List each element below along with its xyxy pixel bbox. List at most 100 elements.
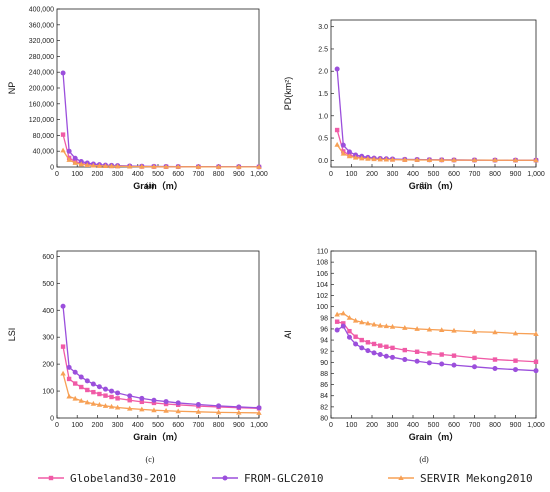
data-point [359, 345, 365, 351]
data-point [127, 398, 132, 403]
series-3 [334, 141, 539, 163]
x-tick-label: 1,000 [527, 171, 545, 178]
data-point [84, 162, 90, 168]
data-point [66, 157, 72, 162]
data-point [472, 355, 477, 361]
data-point [346, 315, 353, 320]
data-point [175, 408, 181, 414]
x-tick-label: 700 [469, 171, 481, 178]
data-point [390, 354, 395, 360]
x-tick-label: 400 [132, 171, 144, 178]
data-point [353, 334, 358, 339]
data-point [451, 353, 457, 358]
data-point [139, 399, 145, 405]
data-point [414, 326, 420, 331]
x-tick-label: 900 [233, 171, 245, 178]
legend-marker [222, 475, 228, 481]
data-point [352, 317, 359, 323]
y-tick-label: 300 [42, 335, 54, 342]
y-tick-label: 2.5 [318, 46, 328, 53]
data-point [427, 351, 432, 356]
series-2 [60, 70, 262, 170]
y-tick-label: 88 [320, 371, 328, 378]
data-point [151, 400, 157, 406]
data-point [533, 368, 539, 374]
data-point [414, 358, 420, 364]
y-tick-label: 1.0 [318, 113, 328, 120]
chart-panel-a: 0 100 200 300 400 500 600 700 800 900 1,000 0 40,000… [7, 7, 268, 192]
data-point [127, 163, 133, 169]
data-point [103, 393, 108, 398]
x-tick-label: 100 [346, 422, 358, 429]
data-point [346, 153, 353, 159]
y-tick-label: 400,000 [29, 7, 54, 14]
y-axis-label: NP [7, 82, 17, 95]
data-point [365, 340, 371, 345]
data-point [163, 399, 169, 405]
data-point [492, 365, 498, 371]
x-tick-label: 100 [71, 171, 83, 178]
y-tick-label: 0 [50, 165, 54, 172]
data-point [91, 389, 96, 395]
y-tick-label: 500 [42, 281, 54, 288]
data-point [78, 374, 84, 380]
y-tick-label: 3.0 [318, 24, 328, 31]
x-axis-label: Grain（m） [133, 181, 183, 191]
plot-frame [56, 250, 260, 419]
data-point [340, 142, 346, 148]
y-axis-label: PD(km²) [283, 77, 293, 111]
data-point [371, 321, 377, 327]
data-point [359, 319, 365, 325]
series-3 [60, 370, 262, 415]
y-tick-label: 98 [320, 315, 328, 322]
y-tick-label: 94 [320, 338, 328, 345]
data-point [256, 410, 262, 415]
data-point [384, 344, 389, 349]
x-tick-label: 100 [71, 422, 83, 429]
data-point [377, 156, 383, 162]
y-tick-label: 2.0 [318, 69, 328, 76]
data-point [383, 323, 390, 329]
data-point [439, 327, 445, 333]
data-point [60, 147, 66, 153]
legend-item-2: FROM-GLC2010 [212, 472, 323, 485]
y-tick-label: 120,000 [29, 117, 54, 124]
x-tick-label: 500 [152, 422, 164, 429]
legend-label: SERVIR Mekong2010 [420, 472, 533, 485]
data-point [175, 163, 181, 169]
panel-caption: (c) [146, 455, 155, 464]
data-point [334, 327, 340, 333]
data-point [389, 323, 396, 329]
data-point [127, 405, 133, 411]
data-point [163, 407, 169, 413]
data-point [371, 341, 377, 347]
data-point [341, 321, 346, 326]
data-point [139, 406, 145, 412]
x-tick-label: 900 [510, 422, 522, 429]
data-point [352, 154, 359, 160]
data-point [533, 157, 539, 163]
data-point [72, 381, 78, 386]
y-tick-label: 360,000 [29, 22, 54, 29]
data-point [102, 163, 109, 169]
chart-panel-d: 0 100 200 300 400 500 600 700 800 900 1,000 80 82 84 8… [283, 249, 545, 465]
data-point [451, 327, 457, 333]
x-tick-label: 400 [132, 422, 144, 429]
data-point [439, 157, 445, 163]
x-tick-label: 500 [152, 171, 164, 178]
y-tick-label: 100 [316, 304, 328, 311]
y-tick-label: 200 [42, 362, 54, 369]
y-tick-label: 0 [50, 416, 54, 423]
x-tick-label: 800 [489, 422, 501, 429]
legend-label: Globeland30-2010 [70, 472, 176, 485]
series-2 [60, 303, 262, 411]
y-tick-label: 102 [316, 293, 328, 300]
data-point [84, 378, 90, 384]
data-point [60, 132, 66, 137]
data-point [97, 391, 102, 397]
data-point [175, 400, 181, 406]
data-point [414, 349, 420, 354]
x-tick-label: 200 [366, 422, 378, 429]
data-point [90, 400, 97, 406]
